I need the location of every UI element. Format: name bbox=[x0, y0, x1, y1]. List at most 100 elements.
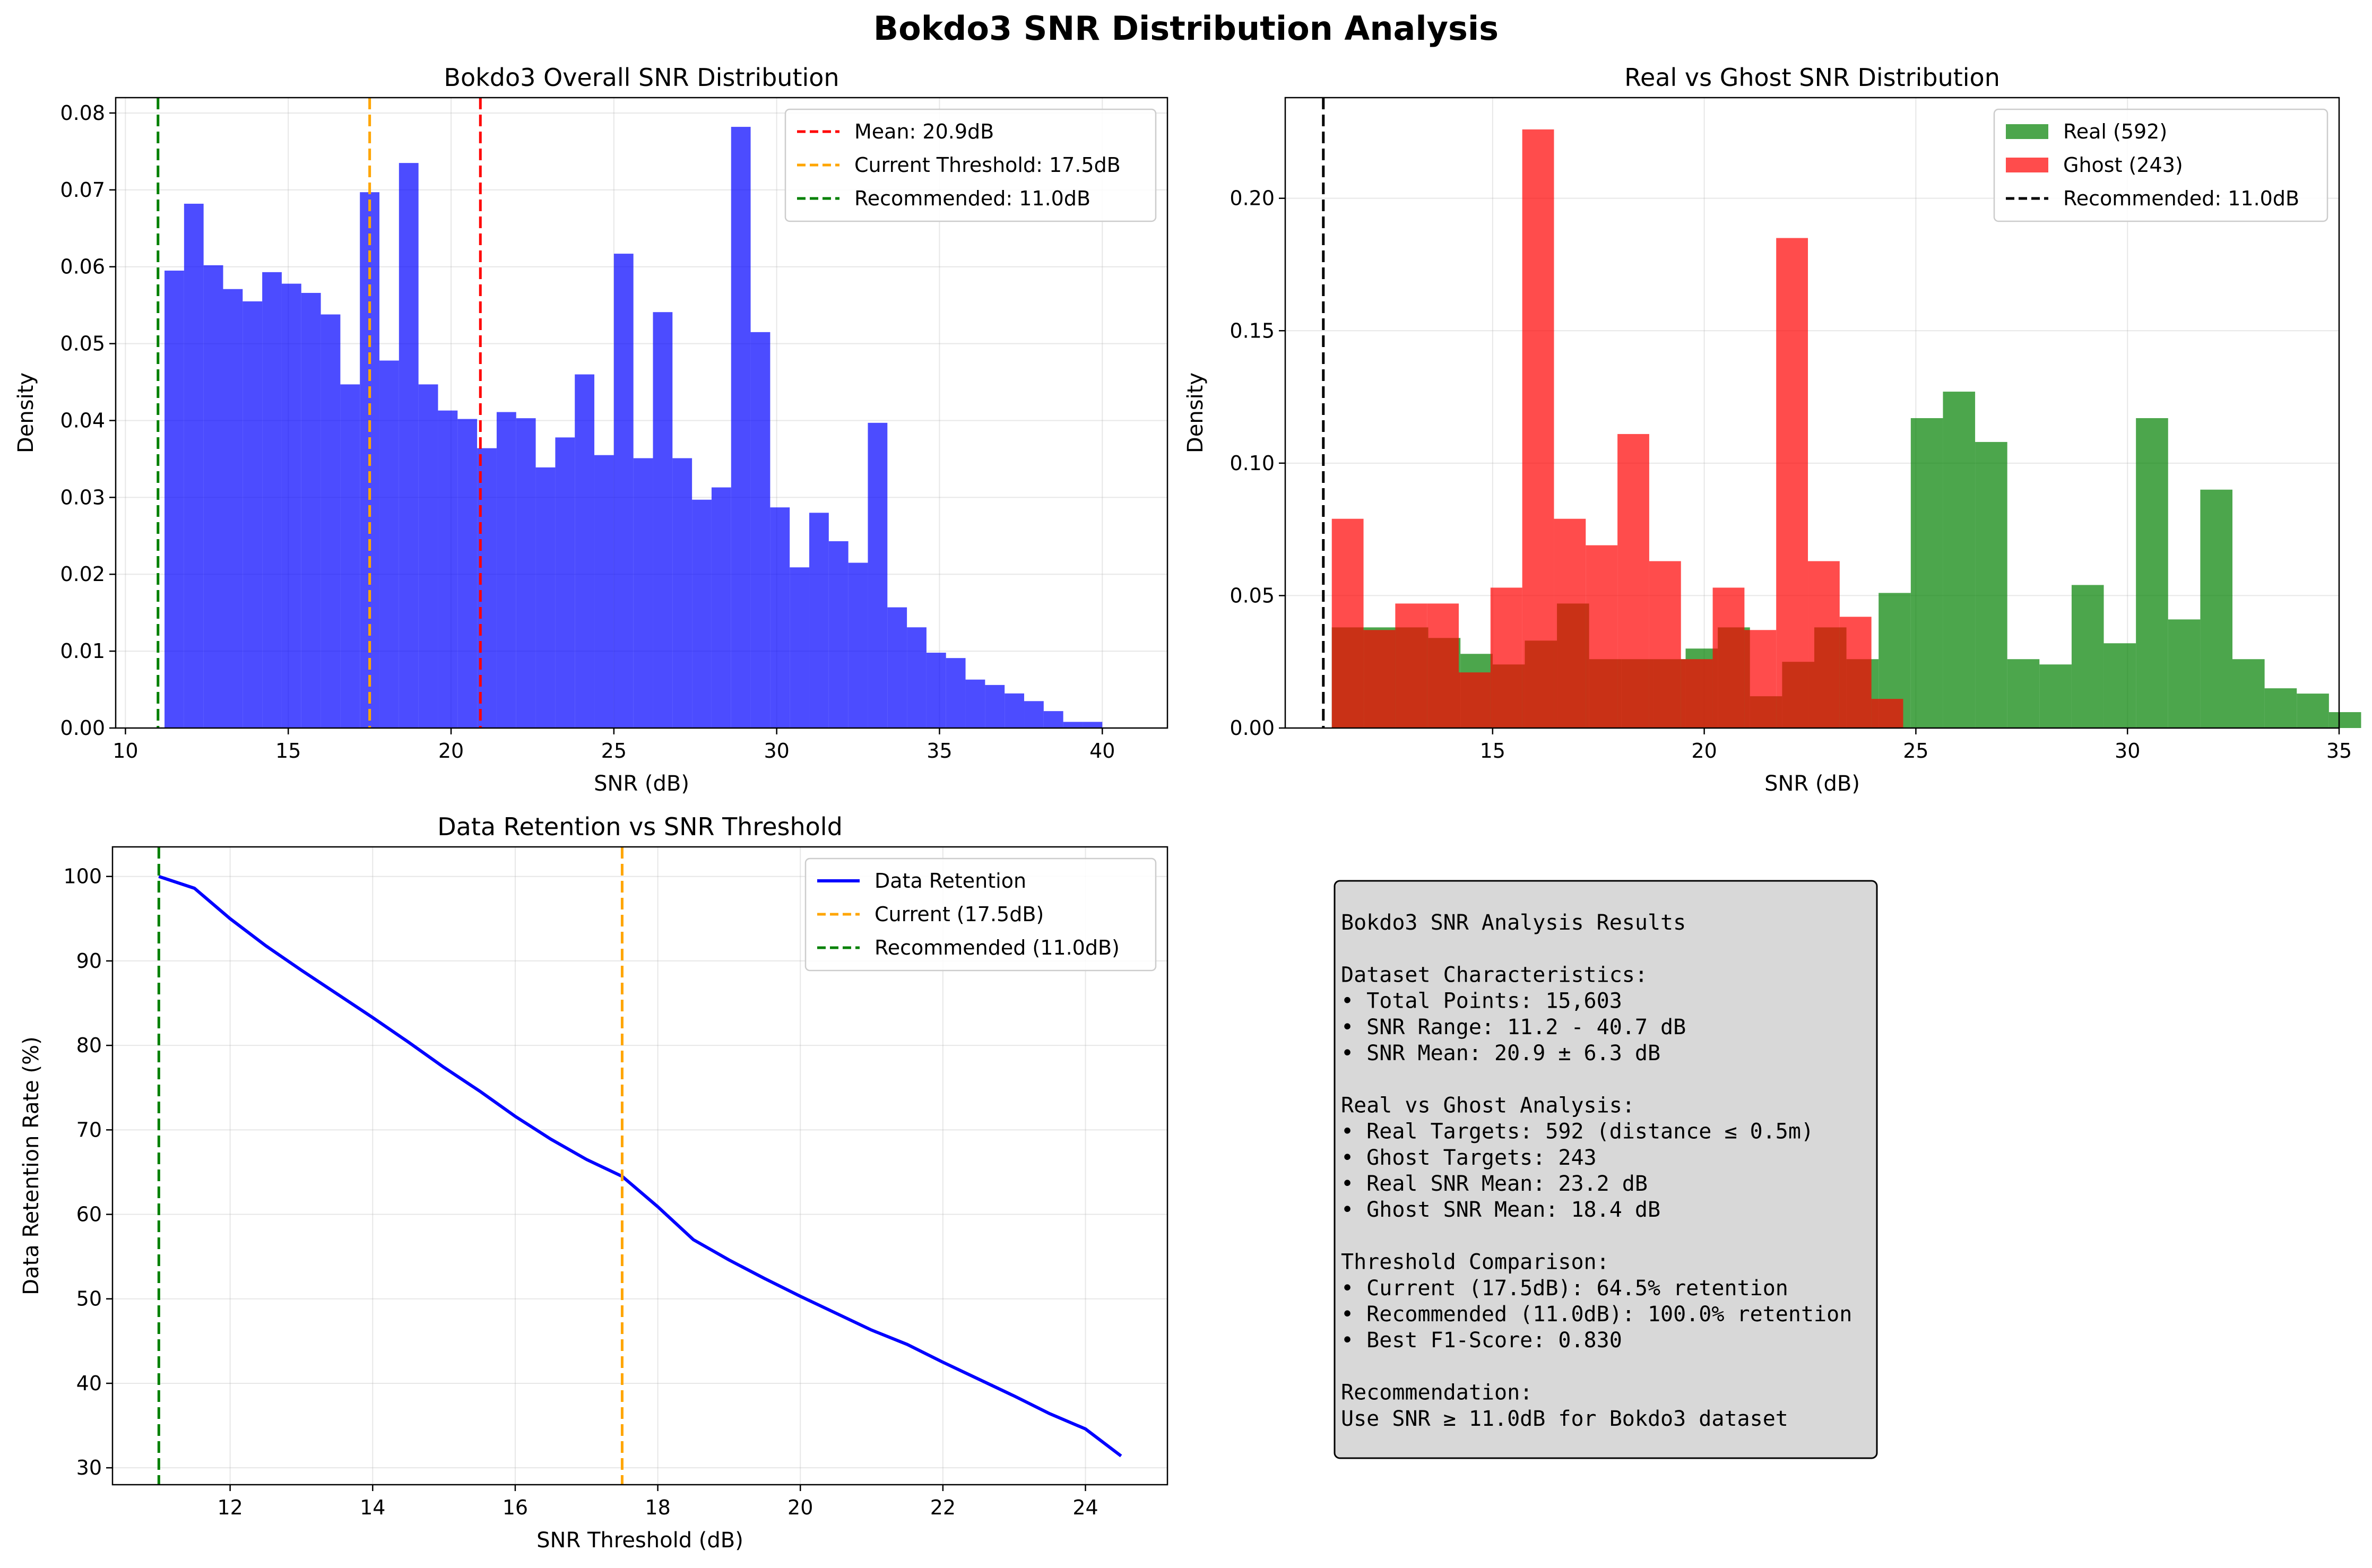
real-bar bbox=[1910, 418, 1943, 728]
x-tick-label: 15 bbox=[1480, 739, 1505, 763]
ghost-bar bbox=[1681, 659, 1713, 728]
histogram-bar bbox=[926, 653, 946, 728]
y-tick-label: 40 bbox=[76, 1372, 102, 1395]
retention-line bbox=[158, 874, 1122, 1458]
histogram-bar bbox=[672, 458, 692, 728]
histogram-bar bbox=[887, 607, 907, 728]
legend-label: Real (592) bbox=[2063, 120, 2167, 143]
x-axis-label: SNR (dB) bbox=[1764, 772, 1860, 796]
y-tick-label: 0.00 bbox=[60, 716, 105, 740]
x-tick-label: 24 bbox=[1072, 1496, 1098, 1519]
x-axis-label: SNR (dB) bbox=[594, 772, 689, 796]
histogram-bar bbox=[848, 562, 868, 728]
retention-line-chart: 12 14 16 18 20 22 24 30 40 50 60 70 80 90 100 Data Rete… bbox=[19, 812, 1168, 1553]
ghost-bar bbox=[1649, 561, 1681, 728]
summary-box: Bokdo3 SNR Analysis Results Dataset Chara… bbox=[1334, 880, 1878, 1459]
real-bar bbox=[2328, 712, 2361, 728]
chart-title: Real vs Ghost SNR Distribution bbox=[1624, 63, 2000, 92]
y-tick-label: 0.07 bbox=[60, 178, 105, 202]
legend-box bbox=[804, 857, 1157, 972]
histogram-bar bbox=[165, 270, 184, 729]
summary-line: Use SNR ≥ 11.0dB for Bokdo3 dataset bbox=[1341, 1407, 1788, 1431]
histogram-bar bbox=[907, 627, 927, 728]
y-tick-label: 60 bbox=[76, 1203, 102, 1226]
histogram-bar bbox=[828, 541, 849, 728]
ghost-bar bbox=[1808, 561, 1840, 728]
histogram-bar bbox=[281, 283, 301, 728]
x-tick-label: 30 bbox=[2115, 739, 2140, 763]
ghost-bar bbox=[1459, 672, 1491, 728]
summary-line: • Recommended (11.0dB): 100.0% retention bbox=[1341, 1302, 1852, 1327]
y-tick-label: 0.00 bbox=[1230, 716, 1275, 740]
y-tick-label: 90 bbox=[76, 949, 102, 973]
y-tick-label: 0.02 bbox=[60, 562, 105, 586]
legend-label: Mean: 20.9dB bbox=[854, 120, 994, 143]
summary-line: • Best F1-Score: 0.830 bbox=[1341, 1328, 1622, 1353]
histogram-bar bbox=[223, 289, 243, 728]
x-tick-label: 16 bbox=[503, 1496, 528, 1519]
histogram-bar bbox=[321, 314, 341, 728]
summary-line: Recommendation: bbox=[1341, 1381, 1533, 1405]
summary-box-background bbox=[1334, 880, 1878, 1459]
y-tick-label: 0.04 bbox=[60, 409, 105, 432]
y-tick-label: 70 bbox=[76, 1118, 102, 1141]
histogram-bar bbox=[965, 679, 985, 728]
histogram-bar bbox=[985, 685, 1005, 728]
histogram-bar bbox=[418, 384, 438, 728]
x-tick-label: 20 bbox=[787, 1496, 813, 1519]
ghost-bar bbox=[1871, 699, 1903, 728]
y-tick-label: 0.15 bbox=[1230, 319, 1275, 342]
legend-label: Recommended: 11.0dB bbox=[2063, 187, 2299, 210]
legend: Mean: 20.9dB Current Threshold: 17.5dB Rec… bbox=[784, 108, 1157, 222]
legend-label: Current Threshold: 17.5dB bbox=[854, 153, 1121, 177]
x-tick-label: 40 bbox=[1089, 739, 1115, 763]
histogram-bar bbox=[457, 419, 478, 728]
chart-title: Data Retention vs SNR Threshold bbox=[437, 812, 843, 841]
legend: Data Retention Current (17.5dB) Recommende… bbox=[804, 857, 1157, 972]
legend-box bbox=[1993, 108, 2328, 222]
histogram-bar bbox=[750, 332, 771, 728]
summary-line: Bokdo3 SNR Analysis Results bbox=[1341, 911, 1686, 935]
x-axis-label: SNR Threshold (dB) bbox=[536, 1528, 743, 1553]
summary-line: Threshold Comparison: bbox=[1341, 1250, 1609, 1275]
real-bar bbox=[2103, 643, 2136, 728]
y-tick-label: 0.05 bbox=[1230, 584, 1275, 607]
histogram-bar bbox=[946, 658, 966, 728]
x-tick-label: 15 bbox=[275, 739, 301, 763]
x-tick-label: 14 bbox=[360, 1496, 385, 1519]
histogram-bar bbox=[613, 254, 634, 729]
x-tick-label: 25 bbox=[1903, 739, 1928, 763]
y-tick-label: 100 bbox=[63, 865, 102, 888]
summary-line: • SNR Range: 11.2 - 40.7 dB bbox=[1341, 1015, 1686, 1039]
histogram-bar bbox=[243, 301, 263, 728]
histogram-bar bbox=[594, 455, 614, 728]
ghost-bar bbox=[1776, 238, 1808, 728]
y-tick-label: 0.01 bbox=[60, 639, 105, 663]
x-tick-label: 30 bbox=[764, 739, 789, 763]
real-bar bbox=[2039, 664, 2072, 728]
histogram-bar bbox=[770, 507, 790, 728]
y-axis-label: Data Retention Rate (%) bbox=[19, 1036, 44, 1295]
legend-label: Recommended: 11.0dB bbox=[854, 187, 1090, 210]
histogram-bar bbox=[575, 374, 595, 728]
ghost-bar bbox=[1712, 587, 1745, 728]
histogram-bar bbox=[809, 513, 829, 728]
summary-line: • SNR Mean: 20.9 ± 6.3 dB bbox=[1341, 1041, 1660, 1065]
real-bar bbox=[1975, 441, 2007, 728]
histogram-bar bbox=[516, 418, 536, 728]
ghost-bar bbox=[1744, 630, 1777, 728]
histogram-bar bbox=[1005, 693, 1025, 728]
histogram-bar bbox=[340, 384, 360, 728]
ghost-bar bbox=[1363, 630, 1396, 728]
ghost-bar bbox=[1490, 587, 1522, 728]
legend-label: Data Retention bbox=[875, 869, 1026, 893]
axes-frame bbox=[115, 97, 1168, 729]
summary-line: • Real Targets: 592 (distance ≤ 0.5m) bbox=[1341, 1120, 1814, 1144]
axes-frame bbox=[111, 846, 1168, 1486]
x-tick-label: 10 bbox=[112, 739, 138, 763]
y-axis-label: Density bbox=[14, 372, 38, 453]
histogram-bar bbox=[399, 163, 419, 728]
summary-line: • Current (17.5dB): 64.5% retention bbox=[1341, 1276, 1788, 1301]
histogram-bar bbox=[711, 487, 731, 728]
